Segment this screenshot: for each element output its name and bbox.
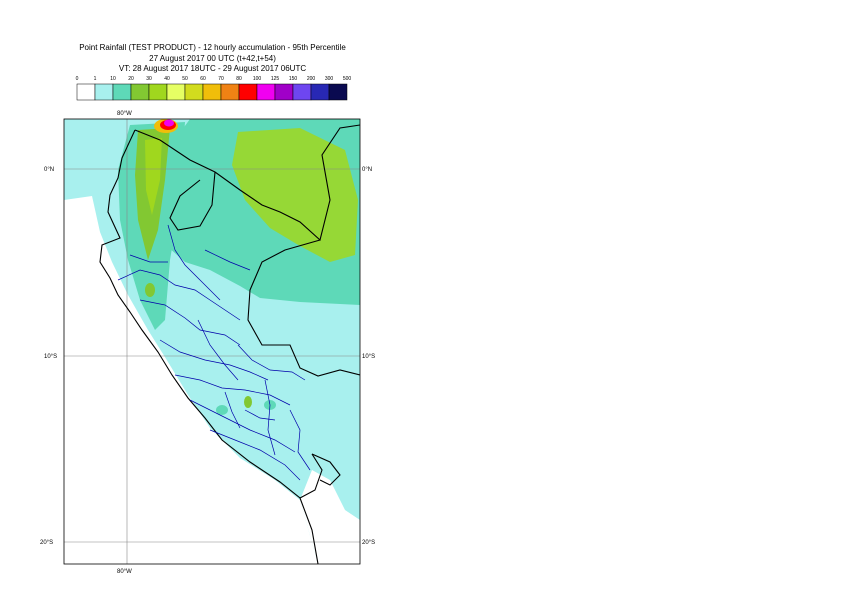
lat-label-10s-right: 10°S: [362, 354, 375, 360]
lat-label-0n-right: 0°N: [362, 167, 372, 173]
lat-label-0n: 0°N: [44, 167, 54, 173]
forecast-base-time: 27 August 2017 00 UTC (t+42,t+54): [149, 54, 276, 63]
legend-tick-label: 20: [128, 76, 134, 82]
legend-tick-label: 200: [307, 76, 316, 82]
validity-time: VT: 28 August 2017 18UTC - 29 August 201…: [118, 64, 307, 73]
map-frame: [63, 118, 361, 565]
legend-tick-label: 1: [94, 76, 97, 82]
rain-max-inner: [164, 119, 174, 127]
regional-borders: [117, 224, 311, 481]
lon-label-80w-top: 80°W: [117, 111, 132, 117]
legend-tick-label: 100: [253, 76, 262, 82]
lon-label-80w-bottom: 80°W: [117, 569, 132, 575]
rain-cell: [244, 396, 252, 408]
rain-cell: [216, 405, 228, 415]
map-title: Point Rainfall (TEST PRODUCT) - 12 hourl…: [79, 43, 346, 52]
legend-tick-label: 150: [289, 76, 298, 82]
dry-area-south: [300, 470, 360, 564]
legend-tick-label: 500: [343, 76, 352, 82]
legend-tick-label: 0: [76, 76, 79, 82]
rain-field-green-inner: [145, 138, 162, 215]
lat-label-20s: 20°S: [40, 540, 53, 546]
legend-tick-label: 300: [325, 76, 334, 82]
legend-tick-label: 50: [182, 76, 188, 82]
rain-cell: [145, 283, 155, 297]
rain-field-medium: [232, 128, 358, 262]
legend-tick-label: 70: [218, 76, 224, 82]
legend-tick-label: 10: [110, 76, 116, 82]
legend-tick-label: 125: [271, 76, 280, 82]
dry-area: [64, 196, 318, 564]
lat-label-10s: 10°S: [44, 354, 57, 360]
national-borders: [99, 124, 360, 564]
color-legend: 0 1 10 20 30 40 50 60 70 80 100 125 150 200 300 500: [76, 76, 352, 101]
graticule: [64, 119, 360, 564]
legend-tick-label: 80: [236, 76, 242, 82]
legend-swatch: [328, 83, 348, 101]
lat-label-20s-right: 20°S: [362, 540, 375, 546]
legend-tick-label: 40: [164, 76, 170, 82]
legend-tick-label: 60: [200, 76, 206, 82]
legend-tick-label: 30: [146, 76, 152, 82]
